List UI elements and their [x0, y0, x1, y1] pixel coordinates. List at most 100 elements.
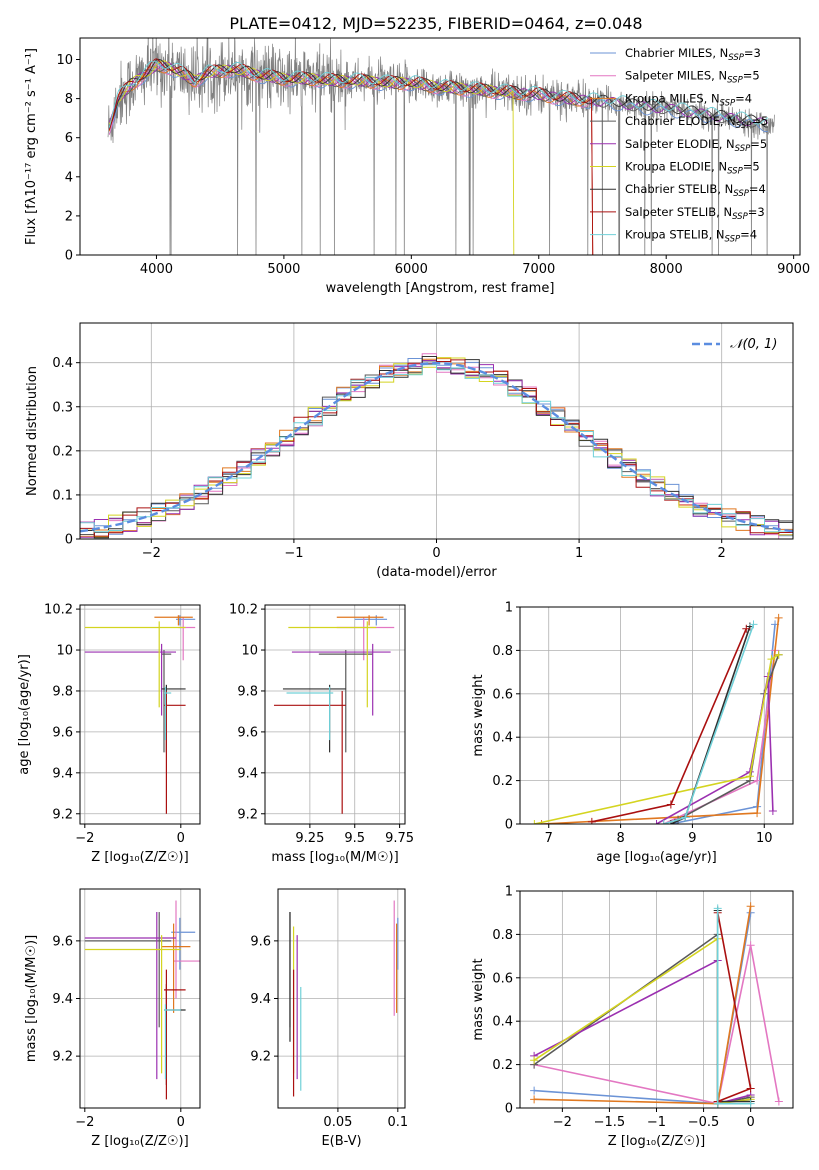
x-tick-label: 5000 — [267, 262, 300, 277]
normal-curve — [80, 361, 793, 533]
y-tick-label: 0 — [65, 249, 73, 264]
y-axis-label: mass weight — [471, 958, 486, 1040]
legend-label: Kroupa ELODIE, NSSP=5 — [625, 160, 760, 177]
y-tick-label: 9.2 — [237, 807, 258, 822]
x-tick-label: 0 — [432, 546, 440, 561]
model-line-chabrier-miles — [108, 63, 769, 135]
y-tick-label: 9.6 — [52, 725, 73, 740]
x-tick-label: −2 — [75, 1115, 94, 1130]
x-tick-label: 9.5 — [344, 831, 365, 846]
series-marker — [774, 1097, 783, 1106]
axes-frame — [79, 604, 201, 825]
y-tick-label: 8 — [65, 92, 73, 107]
x-tick-label: 0 — [177, 1115, 185, 1130]
y-tick-label: 9.2 — [52, 807, 73, 822]
axes-frame — [519, 606, 794, 825]
y-axis-label: Normed distribution — [25, 366, 40, 496]
y-tick-label: 2 — [65, 209, 73, 224]
x-tick-label: 1 — [575, 546, 583, 561]
y-tick-label: 0.8 — [492, 644, 513, 659]
y-tick-label: 10.2 — [44, 603, 73, 618]
panel-massweight_vs_Z: −2 −1.5 −1 −0.5 0 0 0.2 0.4 0.6 0.8 1 Z [log₁₀(Z/Z☉… — [471, 885, 794, 1149]
x-tick-label: 8000 — [650, 262, 683, 277]
legend-label: Salpeter STELIB, NSSP=3 — [625, 205, 765, 222]
series-marker — [652, 820, 661, 824]
x-tick-label: 7 — [545, 831, 553, 846]
model-line-chabrier-stelib — [108, 58, 768, 129]
axes-frame — [264, 604, 406, 825]
series-marker — [768, 806, 777, 815]
y-tick-label: 0.8 — [492, 928, 513, 943]
x-tick-label: 0.1 — [387, 1115, 408, 1130]
x-tick-label: 0 — [177, 831, 185, 846]
plot-area — [84, 615, 196, 814]
x-axis-label: (data-model)/error — [376, 565, 497, 580]
y-tick-label: 0.4 — [52, 356, 73, 371]
y-tick-label: 4 — [65, 170, 73, 185]
legend: Chabrier MILES, NSSP=3 Salpeter MILES, NS… — [590, 46, 768, 245]
series-marker — [745, 772, 754, 781]
model-line-kroupa-elodie — [108, 60, 515, 255]
series-marker — [530, 820, 539, 824]
y-tick-label: 10.2 — [229, 603, 258, 618]
x-axis-label: mass [log₁₀(M/M☉)] — [271, 850, 398, 865]
panel-age_vs_Z: −2 0 9.2 9.4 9.6 9.8 10 10.2 Z [log₁₀(Z/Z☉)] age … — [17, 603, 201, 865]
plot-area — [530, 613, 783, 824]
x-tick-label: −2 — [553, 1115, 572, 1130]
series-marker — [742, 624, 751, 633]
x-tick-label: 8 — [616, 831, 624, 846]
y-tick-label: 9.4 — [52, 766, 73, 781]
series-line — [533, 945, 780, 1105]
y-tick-label: 0.6 — [492, 971, 513, 986]
series-marker — [681, 813, 690, 822]
x-axis-label: Z [log₁₀(Z/Z☉)] — [91, 850, 188, 865]
x-tick-label: 7000 — [522, 262, 555, 277]
legend-label: Salpeter MILES, NSSP=5 — [625, 69, 760, 86]
series-marker — [530, 1086, 539, 1095]
y-tick-label: 0.2 — [492, 1058, 513, 1073]
y-tick-label: 6 — [65, 131, 73, 146]
series-marker — [530, 1095, 539, 1104]
x-tick-label: −0.5 — [688, 1115, 720, 1130]
y-tick-label: 0.4 — [492, 1015, 513, 1030]
series-marker — [746, 941, 755, 950]
legend-label: Kroupa MILES, NSSP=4 — [625, 91, 752, 108]
y-axis-label: Flux [fλ10⁻¹⁷ erg cm⁻² s⁻¹ A⁻¹] — [24, 48, 39, 245]
y-tick-label: 0.6 — [492, 687, 513, 702]
x-axis-label: Z [log₁₀(Z/Z☉)] — [608, 1134, 705, 1149]
x-tick-label: −1 — [284, 546, 303, 561]
legend-label: Chabrier MILES, NSSP=3 — [625, 46, 761, 63]
y-axis-label: mass [log₁₀(M/M☉)] — [24, 935, 39, 1062]
x-tick-label: 9.75 — [385, 831, 414, 846]
panel-mass_vs_EBV: 0.05 0.1 9.2 9.4 9.6 E(B-V) — [250, 888, 408, 1149]
series-marker — [746, 1084, 755, 1093]
x-tick-label: −2 — [75, 831, 94, 846]
x-axis-label: Z [log₁₀(Z/Z☉)] — [91, 1134, 188, 1149]
series-marker — [666, 800, 675, 809]
series-marker — [767, 655, 776, 664]
y-tick-label: 1 — [505, 885, 513, 900]
y-tick-label: 0.3 — [52, 400, 73, 415]
plot-area — [530, 902, 783, 1108]
x-tick-label: 4000 — [140, 262, 173, 277]
axes-frame — [79, 37, 801, 256]
y-tick-label: 0.2 — [52, 444, 73, 459]
x-tick-label: 0.05 — [323, 1115, 352, 1130]
series-line — [534, 654, 780, 824]
x-tick-label: 10 — [756, 831, 773, 846]
series-marker — [713, 904, 722, 913]
y-tick-label: 9.8 — [237, 684, 258, 699]
x-axis-label: wavelength [Angstrom, rest frame] — [326, 281, 555, 296]
x-axis-label: E(B-V) — [321, 1134, 361, 1149]
y-tick-label: 9.6 — [237, 725, 258, 740]
model-line-salpeter-stelib — [108, 58, 594, 255]
plot-area — [80, 353, 793, 539]
x-tick-label: −2 — [142, 546, 161, 561]
series-marker — [659, 820, 668, 824]
series-marker — [537, 820, 546, 824]
series-marker — [774, 613, 783, 622]
x-tick-label: 6000 — [395, 262, 428, 277]
y-tick-label: 10 — [56, 53, 73, 68]
panel-spectrum: 4000 5000 6000 7000 8000 9000 0 2 4 6 8 10 wavelengt… — [24, 37, 810, 296]
